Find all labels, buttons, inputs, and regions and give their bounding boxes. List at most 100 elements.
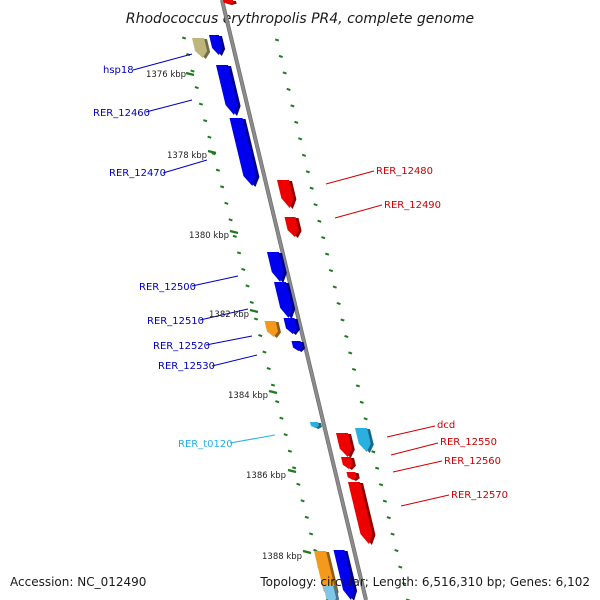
gene-label-rer-t0120[interactable]: RER_t0120: [178, 439, 233, 450]
kbp-label-1376: 1376 kbp: [146, 70, 186, 80]
tick-mark: [340, 318, 345, 322]
gene-label-rer-12560[interactable]: RER_12560: [444, 456, 501, 467]
gene-top-partial: [223, 0, 237, 5]
gene-rer-12550: [336, 433, 355, 458]
tick-mark: [375, 466, 380, 470]
gene-rer-12520: [264, 321, 281, 338]
gene-label-rer-12470[interactable]: RER_12470: [109, 168, 166, 179]
leader-rer-t0120: [229, 434, 276, 444]
tick-mark: [328, 269, 334, 273]
tick-mark: [359, 400, 364, 404]
gene-rer-12460-body: [216, 65, 238, 115]
gene-rer-t0120-body: [310, 422, 319, 428]
tick-mark: [304, 515, 309, 519]
gene-features: [192, 0, 376, 600]
kbp-label-1388: 1388 kbp: [262, 552, 302, 562]
gene-rer-12490: [284, 217, 302, 238]
tick-mark: [249, 300, 254, 305]
gene-label-rer-12480[interactable]: RER_12480: [376, 166, 433, 177]
tick-mark: [287, 449, 292, 453]
tick-mark: [309, 186, 314, 190]
genome-summary-text: Topology: circular; Length: 6,516,310 bp…: [259, 575, 590, 589]
gene-bottom-blue: [333, 550, 358, 600]
tick-mark: [279, 416, 284, 420]
gene-label-rer-12500[interactable]: RER_12500: [139, 282, 196, 293]
gene-rer-12490-body: [284, 217, 299, 237]
gene-label-rer-12530[interactable]: RER_12530: [158, 361, 215, 372]
tick-mark: [324, 252, 330, 256]
gene-label-dcd[interactable]: dcd: [437, 420, 455, 431]
gene-rer-12480-body: [277, 180, 294, 208]
major-tick: [185, 71, 195, 77]
leader-rer-12460: [145, 99, 193, 113]
kbp-labels: 1376 kbp 1378 kbp 1380 kbp 1382 kbp 1384…: [146, 70, 302, 562]
major-tick: [302, 549, 312, 555]
gene-labels: hsp18 RER_12460 RER_12470 RER_12480 RER_…: [93, 65, 508, 501]
accession-text: Accession: NC_012490: [10, 575, 146, 589]
gene-rer-12570-body: [348, 482, 373, 544]
tick-mark: [292, 466, 297, 470]
leader-rer-12530: [211, 354, 258, 367]
gene-rer-12560-b-body: [346, 472, 357, 480]
tick-mark: [270, 383, 276, 387]
gene-rer-12550-body: [336, 433, 352, 457]
tick-track-right: [274, 38, 411, 600]
tick-mark: [394, 549, 399, 553]
gene-rer-12520-b: [283, 318, 300, 335]
tick-track-left: [181, 36, 331, 600]
leader-rer-12510: [199, 308, 249, 321]
gene-label-rer-12460[interactable]: RER_12460: [93, 108, 150, 119]
tick-mark: [224, 201, 229, 205]
leader-rer-12550: [390, 442, 439, 456]
tick-mark: [298, 137, 303, 141]
tick-mark: [355, 384, 361, 388]
gene-label-rer-12550[interactable]: RER_12550: [440, 437, 497, 448]
tick-mark: [317, 219, 322, 223]
tick-mark: [241, 267, 246, 271]
kbp-label-1380: 1380 kbp: [189, 231, 229, 241]
tick-mark: [228, 218, 233, 222]
gene-rer-12510-body: [274, 282, 293, 318]
tick-mark: [274, 38, 280, 42]
tick-mark: [198, 102, 204, 106]
gene-rer-12470-body: [229, 118, 257, 186]
tick-mark: [351, 367, 357, 371]
tick-mark: [232, 234, 237, 238]
tick-mark: [266, 367, 271, 371]
tick-mark: [321, 236, 326, 240]
tick-mark: [253, 317, 259, 321]
tick-mark: [294, 120, 299, 124]
tick-mark: [332, 285, 337, 289]
tick-mark: [348, 351, 353, 355]
major-tick: [268, 389, 278, 395]
tick-mark: [278, 54, 283, 59]
tick-mark: [386, 516, 391, 520]
tick-mark: [286, 87, 291, 91]
gene-label-hsp18[interactable]: hsp18: [103, 65, 134, 76]
tick-mark: [194, 86, 199, 90]
gene-label-rer-12570[interactable]: RER_12570: [451, 490, 508, 501]
tick-mark: [181, 36, 187, 40]
gene-rer-12530: [291, 341, 306, 352]
tick-mark: [220, 185, 225, 189]
gene-rer-12560-b: [346, 472, 360, 481]
gene-rer-12480: [277, 180, 297, 209]
leader-dcd: [386, 425, 436, 438]
kbp-label-1378: 1378 kbp: [167, 151, 207, 161]
gene-rer-12560: [341, 457, 356, 470]
kbp-label-1382: 1382 kbp: [209, 310, 249, 320]
gene-rer-12560-body: [341, 457, 353, 469]
gene-label-rer-12490[interactable]: RER_12490: [384, 200, 441, 211]
label-leader-lines: [132, 53, 450, 507]
tick-mark: [301, 153, 307, 157]
gene-rer-12460: [216, 65, 241, 116]
gene-label-rer-12510[interactable]: RER_12510: [147, 316, 204, 327]
gene-label-rer-12520[interactable]: RER_12520: [153, 341, 210, 352]
tick-mark: [203, 119, 208, 123]
tick-mark: [190, 69, 195, 73]
major-tick: [249, 308, 259, 314]
tick-mark: [300, 499, 305, 503]
major-tick: [287, 468, 297, 474]
leader-rer-12490: [334, 204, 383, 219]
